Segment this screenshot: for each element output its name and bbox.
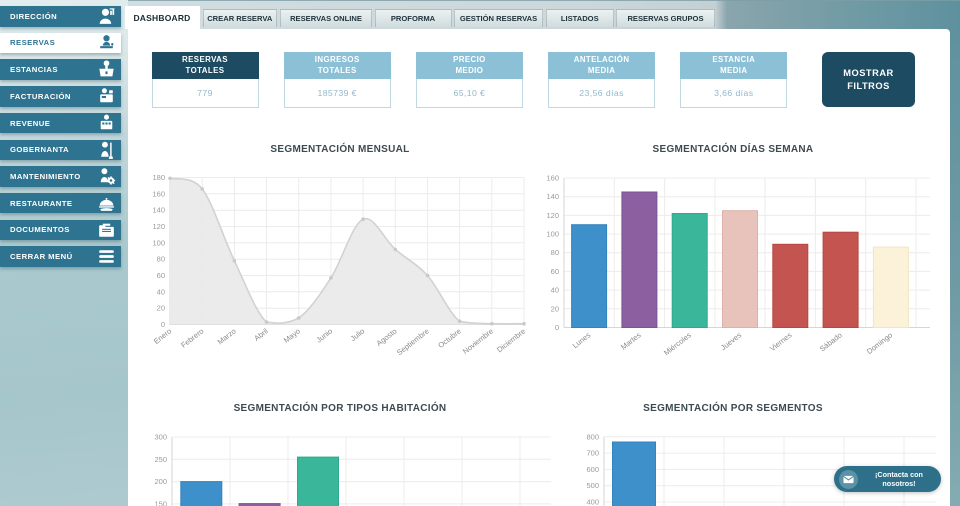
svg-text:Mayo: Mayo: [282, 326, 302, 344]
svg-text:140: 140: [546, 192, 559, 201]
svg-text:Jueves: Jueves: [719, 330, 743, 352]
svg-text:80: 80: [551, 248, 559, 257]
svg-text:120: 120: [152, 222, 165, 231]
svg-text:80: 80: [157, 255, 165, 264]
svg-text:Junio: Junio: [314, 326, 334, 344]
svg-text:Domingo: Domingo: [865, 330, 894, 356]
svg-text:Septiembre: Septiembre: [395, 326, 431, 357]
svg-text:150: 150: [154, 499, 167, 506]
svg-text:140: 140: [152, 206, 165, 215]
svg-text:250: 250: [154, 455, 167, 464]
svg-text:Noviembre: Noviembre: [461, 326, 495, 355]
svg-text:20: 20: [157, 304, 165, 313]
svg-text:160: 160: [546, 174, 559, 183]
svg-text:600: 600: [586, 465, 599, 474]
svg-text:100: 100: [152, 238, 165, 247]
svg-text:120: 120: [546, 211, 559, 220]
svg-text:500: 500: [586, 481, 599, 490]
svg-text:Sábado: Sábado: [818, 330, 844, 353]
svg-text:Julio: Julio: [349, 326, 367, 343]
svg-text:40: 40: [157, 287, 165, 296]
svg-text:Miércoles: Miércoles: [662, 330, 693, 357]
svg-text:Enero: Enero: [152, 326, 173, 345]
svg-text:0: 0: [161, 320, 165, 329]
svg-text:Viernes: Viernes: [768, 330, 794, 353]
svg-text:60: 60: [157, 271, 165, 280]
svg-text:20: 20: [551, 304, 559, 313]
svg-text:Abril: Abril: [252, 326, 270, 343]
svg-text:200: 200: [154, 477, 167, 486]
svg-text:Febrero: Febrero: [179, 326, 205, 349]
svg-text:100: 100: [546, 230, 559, 239]
svg-text:160: 160: [152, 189, 165, 198]
svg-text:Diciembre: Diciembre: [495, 326, 527, 354]
svg-text:800: 800: [586, 432, 599, 441]
svg-text:Lunes: Lunes: [571, 330, 593, 350]
svg-text:Marzo: Marzo: [216, 326, 238, 346]
svg-text:700: 700: [586, 449, 599, 458]
svg-text:400: 400: [586, 498, 599, 506]
svg-text:40: 40: [551, 286, 559, 295]
svg-text:0: 0: [555, 323, 559, 332]
svg-text:Agosto: Agosto: [375, 326, 399, 347]
svg-text:180: 180: [152, 173, 165, 182]
svg-text:60: 60: [551, 267, 559, 276]
svg-text:Octubre: Octubre: [436, 326, 463, 350]
svg-text:Martes: Martes: [619, 330, 643, 351]
svg-text:300: 300: [154, 433, 167, 442]
